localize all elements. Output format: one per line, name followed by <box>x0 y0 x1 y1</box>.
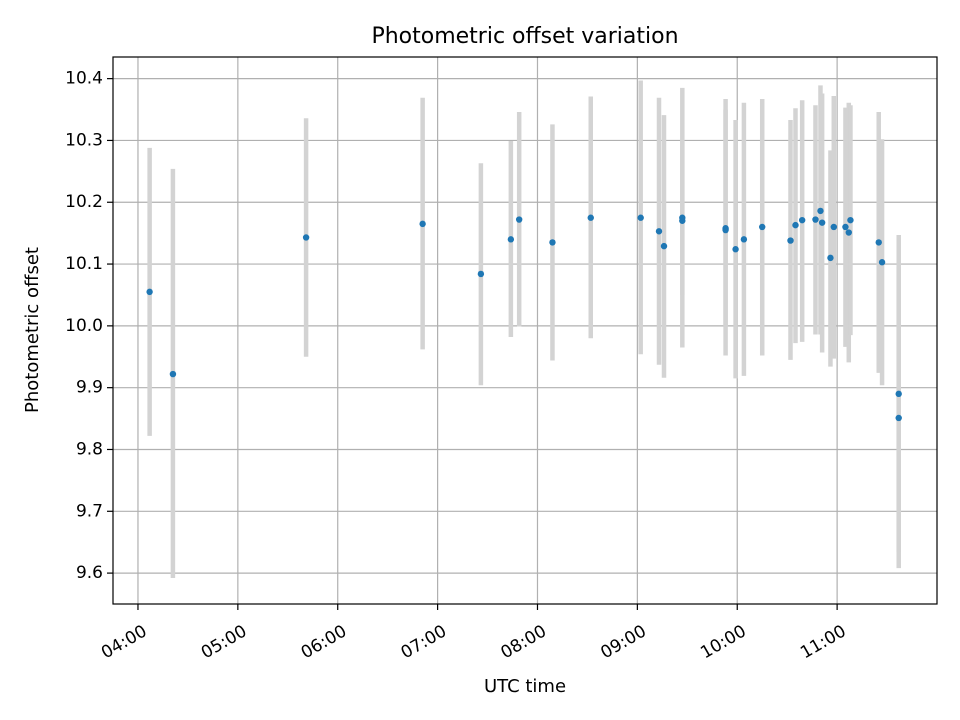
y-axis-label: Photometric offset <box>22 247 43 413</box>
data-point <box>587 214 594 221</box>
y-tick-label: 10.0 <box>65 316 103 336</box>
x-axis-label: UTC time <box>484 676 566 697</box>
data-point <box>419 220 426 228</box>
data-point <box>732 246 739 253</box>
data-point <box>146 288 153 296</box>
data-point <box>787 237 794 244</box>
data-point <box>477 270 485 278</box>
data-point <box>830 223 837 231</box>
data-points <box>146 207 902 422</box>
data-point <box>845 229 852 236</box>
y-tick-label: 10.3 <box>65 130 103 150</box>
chart-title: Photometric offset variation <box>371 24 678 49</box>
data-point <box>812 216 819 223</box>
grid <box>113 57 937 604</box>
y-tick-label: 10.2 <box>65 192 103 212</box>
y-tick-label: 9.9 <box>76 378 103 398</box>
y-tick-label: 10.1 <box>65 254 103 274</box>
y-tick-label: 10.4 <box>65 69 103 89</box>
data-point <box>507 236 515 243</box>
data-point <box>818 219 826 226</box>
y-tick-label: 9.7 <box>76 501 103 521</box>
data-point <box>637 214 644 221</box>
y-tick-label: 9.8 <box>76 439 103 459</box>
y-axis-ticks: 9.6 9.7 9.8 9.9 10.0 10.1 10.2 10.3 10.4 <box>65 69 113 583</box>
plot-frame <box>112 56 938 605</box>
y-tick-label: 9.6 <box>76 563 103 583</box>
data-point <box>679 214 686 221</box>
data-point <box>895 390 902 398</box>
data-point <box>169 370 177 378</box>
data-point <box>798 216 806 224</box>
data-point <box>759 223 766 231</box>
data-point <box>302 234 310 241</box>
data-point <box>817 207 824 215</box>
data-point <box>515 216 523 223</box>
data-point <box>740 236 748 243</box>
data-point <box>792 221 799 229</box>
data-point <box>842 223 849 231</box>
data-point <box>722 226 729 234</box>
data-point <box>827 254 834 262</box>
data-point <box>549 239 556 246</box>
data-point <box>875 239 882 246</box>
data-point <box>847 216 854 224</box>
data-point <box>878 259 886 266</box>
data-point <box>655 228 663 235</box>
data-point <box>895 414 902 422</box>
data-point <box>660 242 668 250</box>
